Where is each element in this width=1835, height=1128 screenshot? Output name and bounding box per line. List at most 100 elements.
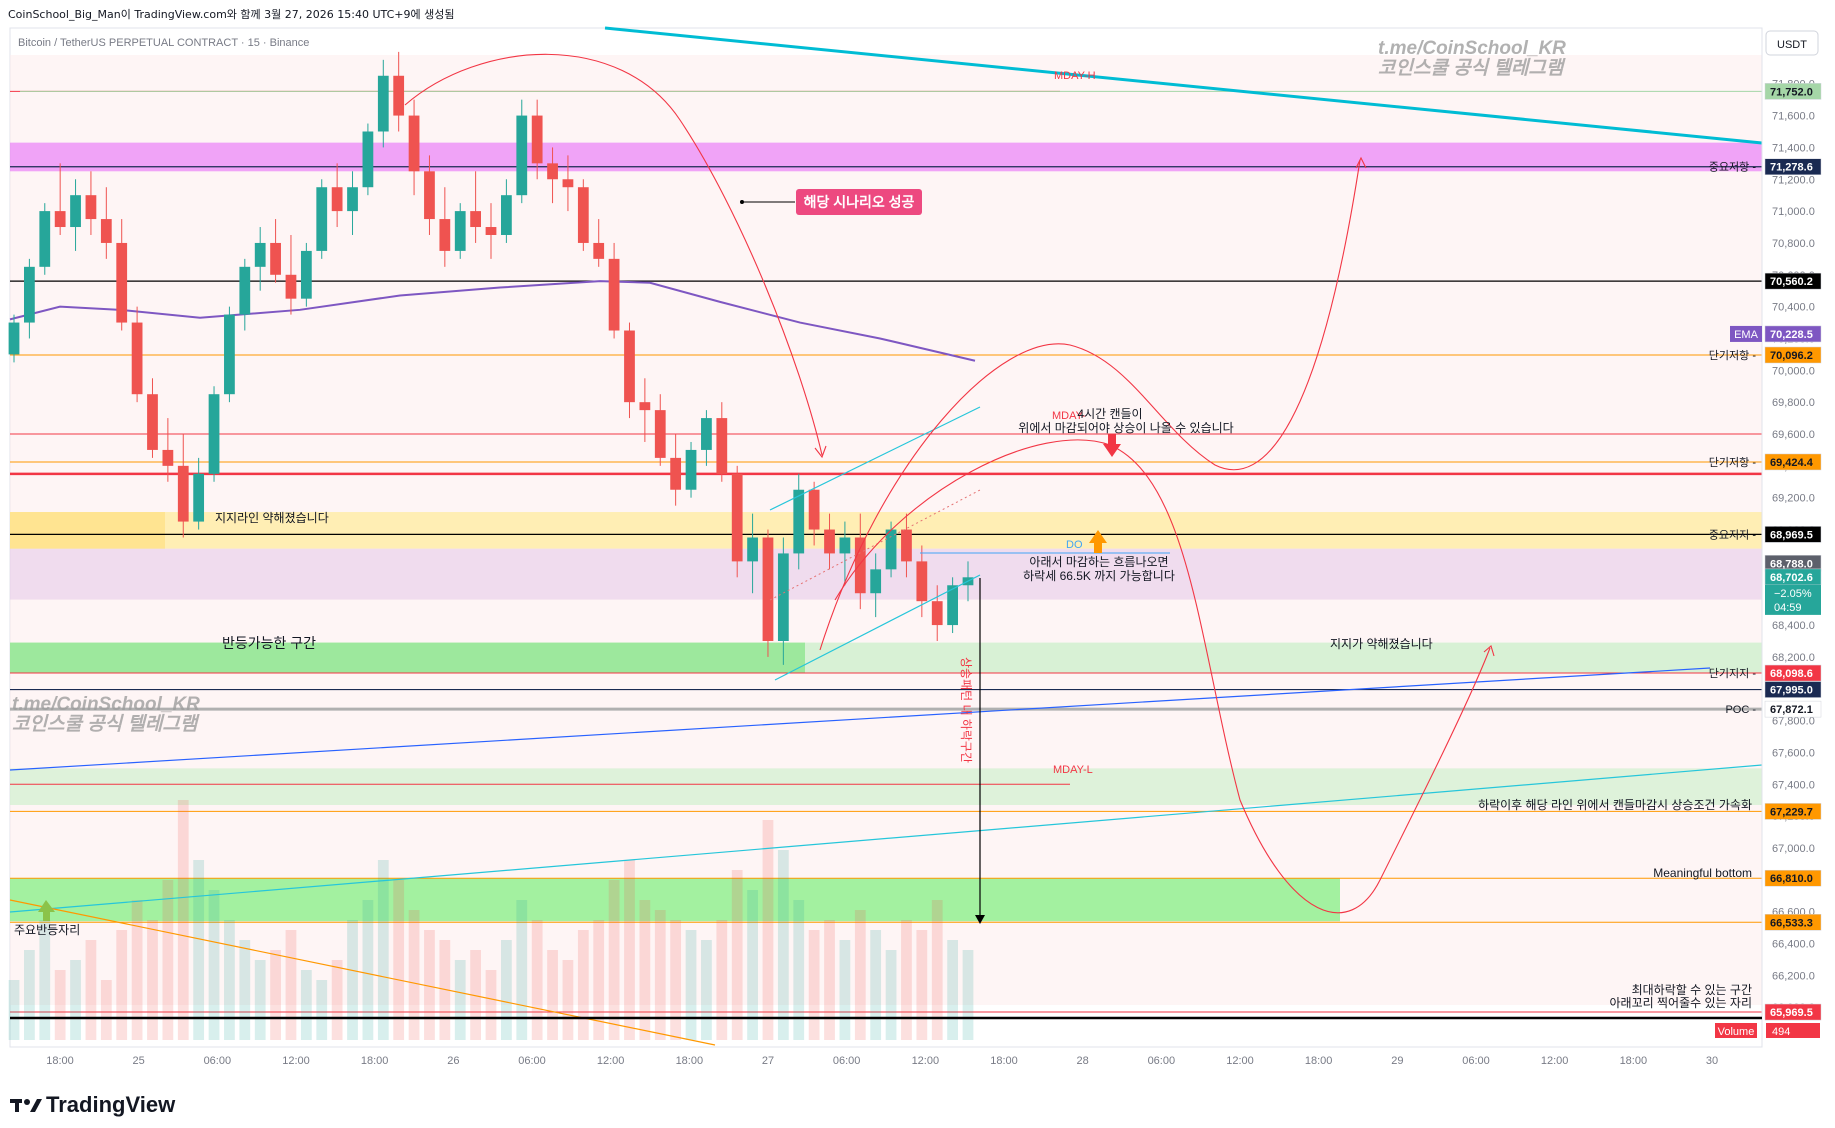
volume-bar	[931, 900, 943, 1040]
volume-bar	[8, 980, 20, 1040]
time-label: 12:00	[1226, 1055, 1254, 1067]
teal-uptrend-line	[9, 764, 1763, 913]
drawings	[9, 26, 1763, 1046]
volume-bar	[685, 930, 697, 1040]
volume-bar	[962, 950, 974, 1040]
price-label-text-2: 70,560.2	[1770, 276, 1813, 288]
price-label-box-6	[1764, 526, 1822, 543]
channel-top-line	[769, 406, 981, 511]
candle-body	[701, 418, 712, 450]
volume-bar	[501, 940, 512, 1040]
drop-target-arrowhead	[975, 915, 985, 924]
volume-bar	[608, 880, 620, 1040]
volume-bar	[562, 960, 574, 1040]
candle-body	[931, 601, 943, 626]
symbol-line: Bitcoin / TetherUS PERPETUAL CONTRACT · …	[18, 37, 309, 49]
volume-bar	[424, 930, 435, 1040]
price-label-text-8: 68,702.6	[1770, 572, 1813, 584]
candle-body	[516, 115, 528, 196]
current-countdown: 04:59	[1774, 602, 1802, 614]
candle-body	[716, 418, 728, 474]
candle-body	[824, 529, 835, 554]
max-drop-line1: 최대하락할 수 있는 구간	[1632, 983, 1752, 997]
price-label-box-11	[1764, 700, 1822, 718]
currency-button[interactable]	[1765, 30, 1819, 56]
price-label-text-15: 65,969.5	[1770, 1007, 1813, 1019]
time-label: 28	[1077, 1055, 1089, 1067]
volume-bar	[270, 950, 281, 1040]
currency-button-text: USDT	[1777, 39, 1807, 51]
time-labels: 18:00 25 06:00 12:00 18:00 26 06:00 12:00 18:00 2…	[46, 1055, 1718, 1067]
price-label-tag-6: 중요지지 -	[1709, 528, 1757, 541]
price-label-text-11: 67,872.1	[1770, 704, 1813, 716]
price-tick: 71,200.0	[1772, 174, 1815, 186]
candle-body	[54, 211, 66, 228]
candle-body	[870, 569, 882, 594]
candle-body	[793, 489, 805, 554]
volume-bar	[362, 900, 374, 1040]
zone-5	[10, 878, 1340, 922]
watermark-top: t.me/CoinSchool_KR 코인스쿨 공식 텔레그램	[1378, 38, 1566, 79]
time-label: 27	[762, 1055, 774, 1067]
time-label: 12:00	[912, 1055, 940, 1067]
candle-body	[916, 561, 928, 602]
price-label-text-1: 71,278.6	[1770, 162, 1813, 174]
volume-bar	[24, 950, 35, 1040]
time-axis[interactable]	[10, 1016, 1762, 1048]
tradingview-icon	[10, 1099, 42, 1112]
volume-bar	[162, 880, 174, 1040]
header-caption: CoinSchool_Big_Man이 TradingView.com와 함께 …	[8, 8, 455, 21]
time-label: 18:00	[1620, 1055, 1648, 1067]
candle-body	[808, 489, 820, 530]
candle-body	[316, 187, 328, 251]
candle-body	[208, 394, 220, 474]
volume-bar	[885, 950, 897, 1040]
green-up-arrow	[38, 900, 55, 921]
orange-downtrend-line	[9, 899, 716, 1046]
candle-body	[901, 529, 912, 562]
volume-bar	[947, 940, 958, 1040]
volume-bar	[177, 800, 189, 1040]
volume-bar	[347, 920, 358, 1040]
volume-layer	[8, 800, 974, 1040]
price-label-text-4: 70,096.2	[1770, 350, 1813, 362]
annotations: 해당 시나리오 성공 지지라인 약해졌습니다 반등가능한 구간 지지가 약해졌습…	[14, 70, 1752, 1010]
price-label-box-0	[1764, 83, 1822, 100]
watermark-subtitle-left: 코인스쿨 공식 텔레그램	[12, 713, 200, 735]
price-tick: 70,400.0	[1772, 302, 1815, 314]
ema-tag-text: EMA	[1734, 329, 1759, 341]
volume-bar	[654, 910, 666, 1040]
time-label: 18:00	[361, 1055, 389, 1067]
price-tick: 68,400.0	[1772, 620, 1815, 632]
mday-h-text: MDAY-H	[1054, 70, 1096, 82]
candle-body	[162, 449, 174, 466]
close-below-line2: 하락세 66.5K 까지 가능합니다	[1023, 569, 1175, 583]
time-label: 18:00	[676, 1055, 704, 1067]
volume-bar	[870, 930, 882, 1040]
volume-value-box	[1766, 1023, 1820, 1038]
price-label-tag-5: 단기저항 -	[1709, 456, 1757, 469]
volume-bar	[624, 860, 635, 1040]
price-label-text-10: 67,995.0	[1770, 685, 1813, 697]
candle-body	[239, 266, 251, 315]
time-label: 12:00	[597, 1055, 625, 1067]
candle-body	[8, 322, 20, 355]
price-tick: 67,800.0	[1772, 716, 1815, 728]
price-label-box-10	[1764, 681, 1822, 698]
volume-bar	[854, 910, 866, 1040]
time-label: 25	[133, 1055, 145, 1067]
price-label-text-0: 71,752.0	[1770, 86, 1813, 98]
volume-bar	[408, 910, 420, 1040]
volume-bar	[285, 930, 297, 1040]
time-label: 18:00	[990, 1055, 1018, 1067]
candle-body	[147, 394, 158, 450]
scenario-success-text: 해당 시나리오 성공	[804, 194, 915, 210]
candle-body	[885, 529, 897, 570]
price-labels: 71,752.0 71,278.6 중요저항 - 70,560.2 70,228.5 EM…	[1709, 83, 1822, 1021]
candle-body	[454, 211, 466, 251]
red-arc-scenario-down	[834, 439, 1491, 914]
volume-bar	[393, 880, 405, 1040]
mday-l-text: MDAY-L	[1053, 764, 1093, 776]
price-tick: 66,400.0	[1772, 939, 1815, 951]
